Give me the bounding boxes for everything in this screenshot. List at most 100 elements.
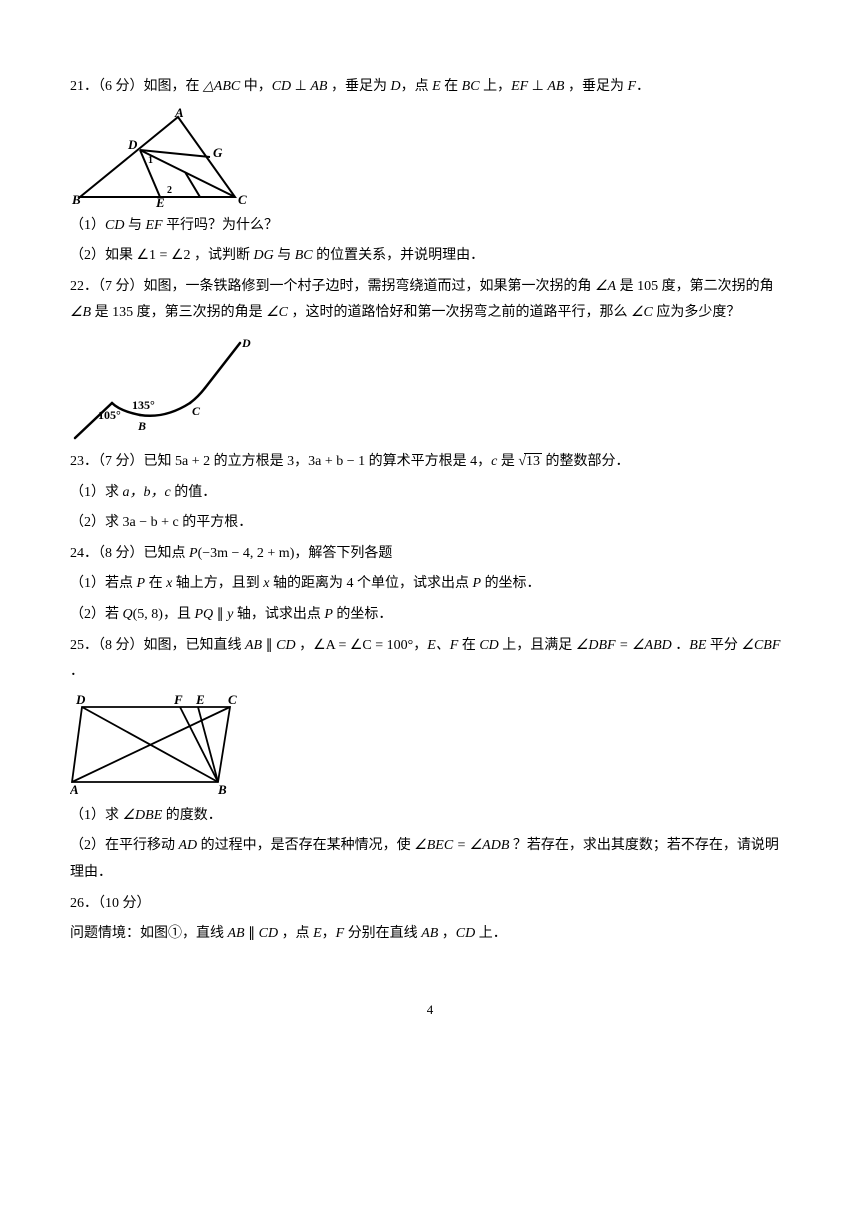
q26-t3: ， xyxy=(322,926,336,941)
q21-t2: ，垂足为 xyxy=(327,79,390,94)
q25-cbf: ∠CBF xyxy=(741,638,780,653)
q23-sub1: （1）求 a，b，c 的值． xyxy=(70,480,790,507)
label-D: D xyxy=(241,336,251,350)
q21-s2bc: BC xyxy=(295,248,313,263)
q24-par: ∥ xyxy=(213,607,227,622)
q23-abc: a，b，c xyxy=(123,485,171,500)
q22-t4: 应为多少度？ xyxy=(653,305,741,320)
q26-t1: 问题情境：如图①，直线 xyxy=(70,926,228,941)
q21-t5: 上， xyxy=(480,79,512,94)
q26-t5: ， xyxy=(438,926,456,941)
label-105: 105° xyxy=(98,408,121,422)
q24-t1: ，解答下列各题 xyxy=(294,546,392,561)
label-B: B xyxy=(71,192,81,207)
q21-figure: A B C D E G 1 2 xyxy=(70,107,790,207)
q21-ab2: AB xyxy=(547,79,564,94)
q25-ad: AD xyxy=(179,838,198,853)
q21-perp2: ⊥ xyxy=(528,79,547,94)
q26-e: E xyxy=(313,926,322,941)
q26-t4: 分别在直线 xyxy=(344,926,421,941)
q24-s1d: 轴的距离为 4 个单位，试求出点 xyxy=(270,576,473,591)
label-A: A xyxy=(174,107,184,120)
q25-be: BE xyxy=(689,638,706,653)
q22-figure: 105° 135° B C D xyxy=(70,333,790,443)
q23-t4: 的整数部分． xyxy=(542,454,630,469)
q24-sub2: （2）若 Q(5, 8)，且 PQ ∥ y 轴，试求出点 P 的坐标． xyxy=(70,602,790,629)
q25-num: 25．（8 分）如图，已知直线 xyxy=(70,638,245,653)
q21-e: E xyxy=(432,79,441,94)
q25-figure: D F E C A B xyxy=(70,692,790,797)
q21-sub1: （1）CD 与 EF 平行吗？为什么？ xyxy=(70,213,790,240)
q24-s1c: 轴上方，且到 xyxy=(172,576,263,591)
q23-e2: 3a + b − 1 xyxy=(308,454,365,469)
q25-t3: 在 xyxy=(458,638,479,653)
q24-q: Q xyxy=(123,607,133,622)
q21-s2b: ，试判断 xyxy=(191,248,254,263)
q23-s2b: 的平方根． xyxy=(179,515,253,530)
q24-pq: PQ xyxy=(194,607,213,622)
q26-cd2: CD xyxy=(456,926,475,941)
q23-num: 23．（7 分）已知 xyxy=(70,454,175,469)
q22-angC2: ∠C xyxy=(631,305,653,320)
q25-stem: 25．（8 分）如图，已知直线 AB ∥ CD ，∠A = ∠C = 100°，… xyxy=(70,633,790,686)
q23-stem: 23．（7 分）已知 5a + 2 的立方根是 3，3a + b − 1 的算术… xyxy=(70,449,790,476)
q21-perp1: ⊥ xyxy=(291,79,310,94)
parallelogram-svg: D F E C A B xyxy=(70,692,245,797)
q21-s2a: （2）如果 xyxy=(70,248,137,263)
q24-sub1: （1）若点 P 在 x 轴上方，且到 x 轴的距离为 4 个单位，试求出点 P … xyxy=(70,571,790,598)
q25-sub1: （1）求 ∠DBE 的度数． xyxy=(70,803,790,830)
q23-s1b: 的值． xyxy=(171,485,217,500)
label-C: C xyxy=(228,692,237,707)
q21-t3: ，点 xyxy=(401,79,433,94)
q22-angC: ∠C xyxy=(266,305,288,320)
q23-s1: （1）求 xyxy=(70,485,123,500)
label-C: C xyxy=(192,404,201,418)
q22-num: 22．（7 分）如图，一条铁路修到一个村子边时，需拐弯绕道而过，如果第一次拐的角 xyxy=(70,279,595,294)
q25-t4: 上，且满足 xyxy=(499,638,576,653)
label-D: D xyxy=(127,137,138,152)
q21-ef: EF xyxy=(511,79,528,94)
q25-s2a: （2）在平行移动 xyxy=(70,838,179,853)
q25-eq1: ∠A = ∠C = 100° xyxy=(313,638,413,653)
q24-s1b: 在 xyxy=(145,576,166,591)
label-D: D xyxy=(75,692,86,707)
sqrt-value: 13 xyxy=(524,453,542,469)
q21-num: 21．（6 分）如图，在 xyxy=(70,79,203,94)
q26-stem: 问题情境：如图①，直线 AB ∥ CD ，点 E，F 分别在直线 AB ，CD … xyxy=(70,921,790,948)
q21-ang12: ∠1 = ∠2 xyxy=(137,248,191,263)
q26-ab2: AB xyxy=(421,926,438,941)
q22-t2: 是 135 度，第三次拐的角是 xyxy=(91,305,266,320)
q21-dg: DG xyxy=(254,248,274,263)
q24-num: 24．（8 分）已知点 xyxy=(70,546,189,561)
q25-t2: ， xyxy=(413,638,427,653)
q21-s1cd: CD xyxy=(105,218,124,233)
q25-t7: ． xyxy=(70,664,84,679)
q25-cd: CD xyxy=(276,638,295,653)
q21-tri: △ABC xyxy=(203,79,240,94)
q21-cd: CD xyxy=(272,79,291,94)
page-number: 4 xyxy=(70,998,790,1023)
q25-s2b: 的过程中，是否存在某种情况，使 xyxy=(197,838,414,853)
q21-t7: ． xyxy=(636,79,650,94)
q25-s1a: （1）求 xyxy=(70,808,123,823)
q23-sub2: （2）求 3a − b + c 的平方根． xyxy=(70,510,790,537)
label-C: C xyxy=(238,192,247,207)
q21-s1ef: EF xyxy=(145,218,162,233)
q23-t3: 是 xyxy=(497,454,518,469)
q21-s1a: （1） xyxy=(70,218,105,233)
q26-t6: 上． xyxy=(475,926,507,941)
q24-s2d: 的坐标． xyxy=(333,607,393,622)
q23-t1: 的立方根是 3， xyxy=(210,454,308,469)
q25-dbe: ∠DBE xyxy=(123,808,163,823)
label-B: B xyxy=(217,782,227,797)
q21-t1: 中， xyxy=(240,79,272,94)
q24-pc: (−3m − 4, 2 + m) xyxy=(198,546,295,561)
q23-e1: 5a + 2 xyxy=(175,454,210,469)
q25-t1: ， xyxy=(296,638,314,653)
label-135: 135° xyxy=(132,398,155,412)
q25-ab: AB xyxy=(245,638,262,653)
q25-eq2: ∠DBF = ∠ABD xyxy=(576,638,672,653)
q25-cd2: CD xyxy=(479,638,498,653)
q25-t5: ． xyxy=(672,638,690,653)
sqrt-icon: √13 xyxy=(518,449,542,476)
